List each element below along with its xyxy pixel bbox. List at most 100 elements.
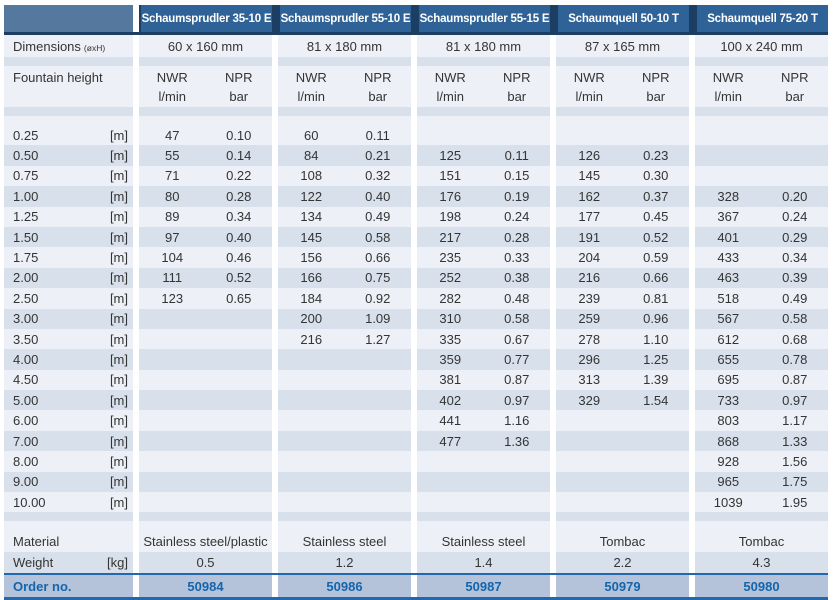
table-row: 9.00 [m] 965 1.75 (4, 471, 828, 493)
column-gutter (550, 35, 556, 57)
table-row: 2.00 [m] 111 0.52 166 0.75 252 0.38 216 0.66 463 0.… (4, 267, 828, 289)
column-gutter (411, 492, 417, 513)
column-gutter (272, 186, 278, 207)
npr-value: 1.54 (643, 392, 669, 408)
column-gutter (133, 267, 139, 289)
height-value: 8.00 (13, 453, 39, 469)
dimensions-label: Dimensions (øxH) (13, 38, 106, 54)
order-number: 50979 (556, 575, 689, 598)
product-values-cell: 313 1.39 (556, 369, 689, 391)
dimensions-value: 81 x 180 mm (417, 35, 550, 57)
npr-value: 0.66 (365, 250, 391, 266)
height-value: 1.25 (13, 209, 39, 225)
npr-value: 1.75 (782, 474, 808, 490)
nwr-value: 216 (578, 270, 601, 286)
nwr-value: 125 (439, 148, 462, 164)
npr-value: 0.68 (782, 331, 808, 347)
height-value: 10.00 (13, 494, 46, 510)
product-values-cell (139, 471, 272, 493)
product-values-cell: 655 0.78 (695, 349, 828, 370)
product-values-cell: 329 1.54 (556, 390, 689, 411)
nwr-value: 928 (717, 453, 740, 469)
nwr-value: 156 (300, 250, 323, 266)
nwr-value: 55 (165, 148, 180, 164)
npr-value: 0.39 (782, 270, 808, 286)
column-gutter (411, 390, 417, 411)
column-gutter (550, 451, 556, 472)
npr-value: 0.20 (782, 188, 808, 204)
column-gutter (550, 410, 556, 431)
height-unit: [m] (109, 474, 128, 490)
column-gutter (411, 349, 417, 370)
nwr-value: 177 (578, 209, 601, 225)
height-unit: [m] (109, 351, 128, 367)
npr-value: 0.28 (226, 188, 252, 204)
product-values-cell: 126 0.23 (556, 145, 689, 166)
product-values-cell: 235 0.33 (417, 247, 550, 268)
weight-value: 1.2 (278, 552, 411, 574)
column-gutter (689, 308, 695, 329)
npr-value: 1.17 (782, 413, 808, 429)
height-label-cell: 0.75 [m] (4, 165, 133, 187)
height-value: 4.00 (13, 351, 39, 367)
product-values-cell (139, 349, 272, 370)
column-gutter (272, 226, 278, 248)
product-values-cell: 162 0.37 (556, 186, 689, 207)
column-gutter (689, 145, 695, 166)
product-values-cell (139, 390, 272, 411)
column-gutter (411, 267, 417, 289)
height-unit: [m] (109, 290, 128, 306)
product-values-cell (139, 328, 272, 350)
column-gutter (689, 247, 695, 268)
height-value: 0.75 (13, 168, 39, 184)
column-gutter (550, 308, 556, 329)
product-values-cell: 310 0.58 (417, 308, 550, 329)
height-unit: [m] (109, 148, 128, 164)
npr-value: 0.11 (504, 148, 529, 164)
height-label-cell: 8.00 [m] (4, 451, 133, 472)
npr-value: 1.36 (504, 433, 530, 449)
nwr-value: 278 (578, 331, 601, 347)
column-gutter (689, 206, 695, 227)
npr-value: 0.40 (365, 188, 391, 204)
table-row: 4.50 [m] 381 0.87 313 1.39 695 0.87 (4, 369, 828, 391)
column-gutter (272, 145, 278, 166)
column-gutter (411, 430, 417, 452)
product-values-cell: 259 0.96 (556, 308, 689, 329)
column-gutter (550, 471, 556, 493)
height-label-cell: 10.00 [m] (4, 492, 133, 513)
column-gutter (133, 125, 139, 146)
height-unit: [m] (109, 311, 128, 327)
product-values-cell: 567 0.58 (695, 308, 828, 329)
column-gutter (272, 410, 278, 431)
npr-value: 0.38 (504, 270, 530, 286)
height-label-cell: 9.00 [m] (4, 471, 133, 493)
height-unit: [m] (109, 250, 128, 266)
product-values-cell (139, 410, 272, 431)
product-values-cell (556, 125, 689, 146)
npr-value: 0.97 (504, 392, 530, 408)
product-header: Schaumsprudler 55-10 E (278, 5, 411, 32)
product-values-cell: 204 0.59 (556, 247, 689, 268)
product-values-cell: 200 1.09 (278, 308, 411, 329)
column-gutter (133, 492, 139, 513)
npr-value: 0.48 (504, 290, 530, 306)
dimensions-value: 60 x 160 mm (139, 35, 272, 57)
product-values-cell: 278 1.10 (556, 328, 689, 350)
column-gutter (689, 471, 695, 493)
product-values-cell: 108 0.32 (278, 165, 411, 187)
npr-value: 0.59 (643, 250, 669, 266)
dimensions-value: 100 x 240 mm (695, 35, 828, 57)
table-row: 10.00 [m] 1039 1.95 (4, 492, 828, 513)
nwr-value: 216 (300, 331, 323, 347)
npr-value: 0.49 (782, 290, 808, 306)
nwr-value: 401 (717, 229, 740, 245)
nwr-value: 463 (717, 270, 740, 286)
nwr-value: 84 (304, 148, 319, 164)
product-values-cell (278, 492, 411, 513)
product-values-cell: 156 0.66 (278, 247, 411, 268)
column-gutter (411, 308, 417, 329)
column-gutter (411, 328, 417, 350)
material-value: Stainless steel/plastic (139, 530, 272, 553)
dimensions-value: 87 x 165 mm (556, 35, 689, 57)
